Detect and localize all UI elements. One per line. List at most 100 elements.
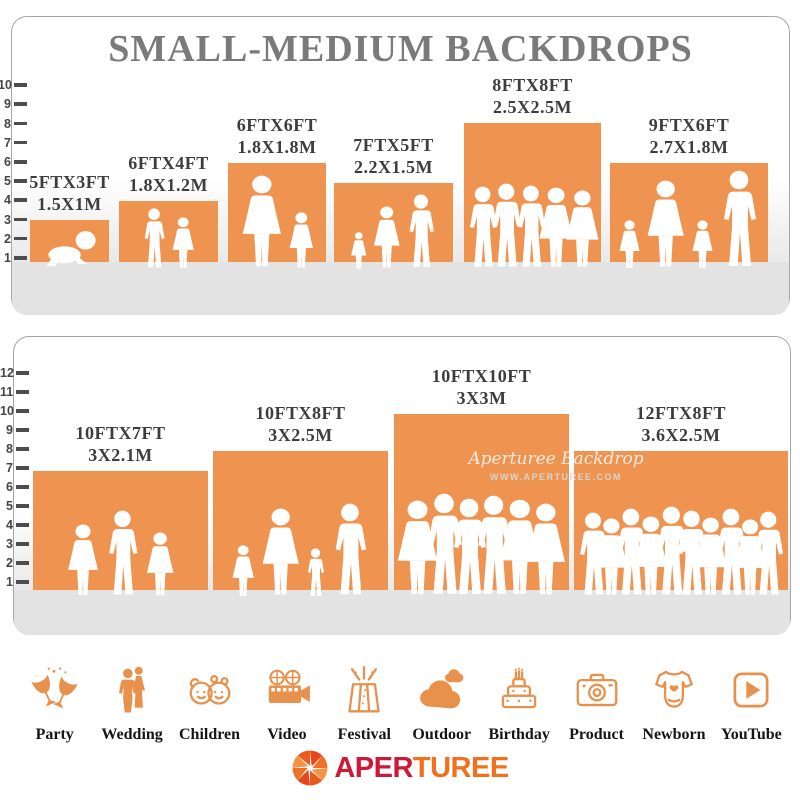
category-item-video: Video xyxy=(248,664,325,744)
category-item-outdoor: Outdoor xyxy=(403,664,480,744)
backdrop-size-label: 10FTX7FT 3X2.1M xyxy=(11,422,231,466)
category-item-product: Product xyxy=(558,664,635,744)
category-row: Party Wedding Children Video Festival Outdoor… xyxy=(16,664,790,744)
product-icon xyxy=(571,664,623,716)
ruler-tick xyxy=(14,256,27,260)
ruler-tick xyxy=(14,198,27,202)
video-icon xyxy=(261,664,313,716)
figure-baby-silhouette xyxy=(46,231,96,267)
watermark: Aperturee Backdrop WWW.APERTUREE.COM xyxy=(426,449,686,482)
backdrop-size-m: 1.5X1M xyxy=(37,194,102,214)
ruler-number: 1 xyxy=(4,251,11,265)
ruler-number: 6 xyxy=(4,155,11,169)
backdrop-size-ft: 7FTX5FT xyxy=(353,135,434,155)
figure-girl-silhouette xyxy=(351,232,367,269)
figure-male-silhouette xyxy=(755,511,784,595)
backdrop-size-label: 10FTX10FT 3X3M xyxy=(372,365,592,409)
figure-girl-silhouette xyxy=(146,532,174,596)
backdrop-size-label: 6FTX4FT 1.8X1.2M xyxy=(59,152,279,196)
ruler-number: 4 xyxy=(4,193,11,208)
party-icon xyxy=(29,664,81,716)
ruler-tick xyxy=(16,542,29,546)
brand-logo-text-secondary: TUREE xyxy=(412,751,509,784)
youtube-icon xyxy=(725,664,777,716)
figure-male-silhouette xyxy=(409,194,434,267)
backdrop-size-ft: 5FTX3FT xyxy=(29,172,110,192)
page-title: SMALL-MEDIUM BACKDROPS xyxy=(108,28,693,70)
category-item-wedding: Wedding xyxy=(93,664,170,744)
category-label: Party xyxy=(35,726,74,743)
ruler-tick xyxy=(16,504,29,508)
backdrop-size-ft: 10FTX10FT xyxy=(431,366,532,386)
children-icon xyxy=(184,664,236,716)
category-item-children: Children xyxy=(171,664,248,744)
ruler-number: 6 xyxy=(6,480,13,494)
ruler-tick xyxy=(14,140,27,145)
category-item-newborn: Newborn xyxy=(635,664,712,744)
figure-girl-silhouette xyxy=(172,217,195,268)
ruler-number: 3 xyxy=(4,212,11,227)
birthday-icon xyxy=(493,664,545,716)
figure-female-silhouette xyxy=(647,180,685,267)
ruler-number: 2 xyxy=(4,231,11,246)
ruler-tick xyxy=(16,428,29,432)
ruler-number: 12 xyxy=(0,366,14,380)
newborn-icon xyxy=(648,664,700,716)
figure-girl-silhouette xyxy=(692,220,713,268)
ruler-tick xyxy=(14,217,27,222)
backdrop-size-m: 2.7X1.8M xyxy=(649,137,729,157)
backdrop-size-m: 3X3M xyxy=(456,388,507,408)
category-label: Outdoor xyxy=(412,726,472,743)
figure-girl-silhouette xyxy=(232,545,255,596)
ruler-number: 10 xyxy=(0,78,12,93)
ruler-number: 7 xyxy=(6,461,13,475)
category-label: YouTube xyxy=(720,726,782,743)
watermark-url: WWW.APERTUREE.COM xyxy=(490,472,622,482)
ruler-tick xyxy=(14,160,27,164)
figure-male-silhouette xyxy=(723,170,756,266)
backdrop-size-label: 9FTX6FT 2.7X1.8M xyxy=(579,114,799,158)
brand-logo: APERTUREE xyxy=(0,749,800,787)
figure-female-silhouette xyxy=(373,206,400,268)
ruler-number: 5 xyxy=(4,174,11,189)
category-label: Product xyxy=(569,726,624,743)
ruler-number: 9 xyxy=(6,423,13,437)
ruler-number: 2 xyxy=(6,556,13,570)
backdrop-size-label: 12FTX8FT 3.6X2.5M xyxy=(571,402,791,446)
ruler-tick xyxy=(16,447,29,451)
ruler-tick xyxy=(14,102,27,106)
ruler-number: 3 xyxy=(6,537,13,551)
backdrop-size-ft: 6FTX6FT xyxy=(236,115,318,135)
ruler-tick xyxy=(14,121,27,126)
figure-girl-silhouette xyxy=(619,220,640,268)
category-label: Festival xyxy=(337,726,391,743)
figure-female-silhouette xyxy=(242,175,281,267)
floor xyxy=(14,590,790,635)
figure-female-silhouette xyxy=(527,503,566,595)
ruler-tick xyxy=(16,409,29,413)
backdrop-rect xyxy=(119,201,218,262)
ruler-number: 4 xyxy=(6,518,13,532)
figure-female-silhouette xyxy=(565,190,599,267)
backdrop-size-m: 2.5X2.5M xyxy=(493,97,572,117)
figure-boy-silhouette xyxy=(307,548,324,596)
ruler-number: 5 xyxy=(6,499,13,513)
category-label: Children xyxy=(178,726,241,743)
backdrop-size-m: 1.8X1.8M xyxy=(237,137,317,157)
ruler-tick xyxy=(14,236,27,241)
figure-male-silhouette xyxy=(109,510,138,595)
backdrop-size-m: 3.6X2.5M xyxy=(641,425,721,445)
ruler-tick xyxy=(16,390,29,394)
backdrop-size-ft: 10FTX7FT xyxy=(75,423,166,443)
figure-female-silhouette xyxy=(262,508,299,595)
ruler-number: 8 xyxy=(6,442,13,456)
ruler-tick xyxy=(16,523,29,527)
category-label: Video xyxy=(267,726,307,743)
ruler-number: 10 xyxy=(0,404,14,418)
backdrop-size-label: 6FTX6FT 1.8X1.8M xyxy=(167,114,387,158)
watermark-brand-script: Aperturee Backdrop xyxy=(468,449,644,469)
aperture-icon xyxy=(292,750,328,786)
figure-female-silhouette xyxy=(67,524,98,596)
